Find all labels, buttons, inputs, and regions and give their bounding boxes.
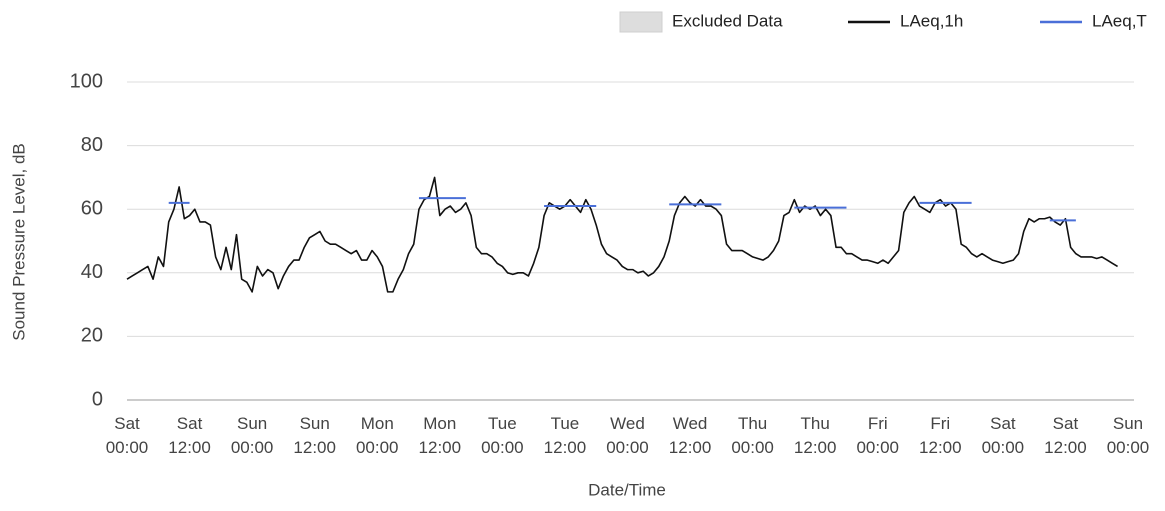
y-tick-label: 60 (81, 197, 103, 219)
x-tick-label: Fri 12:00 (919, 414, 962, 457)
x-tick-label: Sat 00:00 (982, 414, 1025, 457)
legend-label: LAeq,T (1092, 11, 1147, 30)
x-tick-label: Sat 12:00 (1044, 414, 1087, 457)
y-axis-title: Sound Pressure Level, dB (9, 143, 28, 341)
legend-label: LAeq,1h (900, 11, 963, 30)
x-tick-label: Fri 00:00 (856, 414, 899, 457)
x-tick-label: Thu 00:00 (731, 414, 774, 457)
x-tick-label: Sun 00:00 (1107, 414, 1150, 457)
y-tick-label: 80 (81, 134, 103, 156)
y-tick-label: 20 (81, 325, 103, 347)
x-tick-label: Mon 00:00 (356, 414, 399, 457)
y-tick-label: 0 (92, 388, 103, 410)
data-line (126, 176, 1118, 293)
legend-swatch (619, 11, 663, 33)
legend-label: Excluded Data (672, 11, 783, 30)
x-axis-title: Date/Time (588, 480, 666, 499)
x-tick-label: Sat 00:00 (106, 414, 149, 457)
y-tick-label: 40 (81, 261, 103, 283)
x-tick-label: Tue 12:00 (544, 414, 587, 457)
x-tick-label: Thu 12:00 (794, 414, 837, 457)
x-tick-label: Wed 00:00 (606, 414, 649, 457)
x-tick-label: Tue 00:00 (481, 414, 524, 457)
y-tick-label: 100 (70, 70, 103, 92)
x-tick-label: Sat 12:00 (168, 414, 211, 457)
x-tick-label: Sun 12:00 (293, 414, 336, 457)
x-tick-label: Mon 12:00 (419, 414, 462, 457)
x-tick-label: Sun 00:00 (231, 414, 274, 457)
x-tick-label: Wed 12:00 (669, 414, 712, 457)
